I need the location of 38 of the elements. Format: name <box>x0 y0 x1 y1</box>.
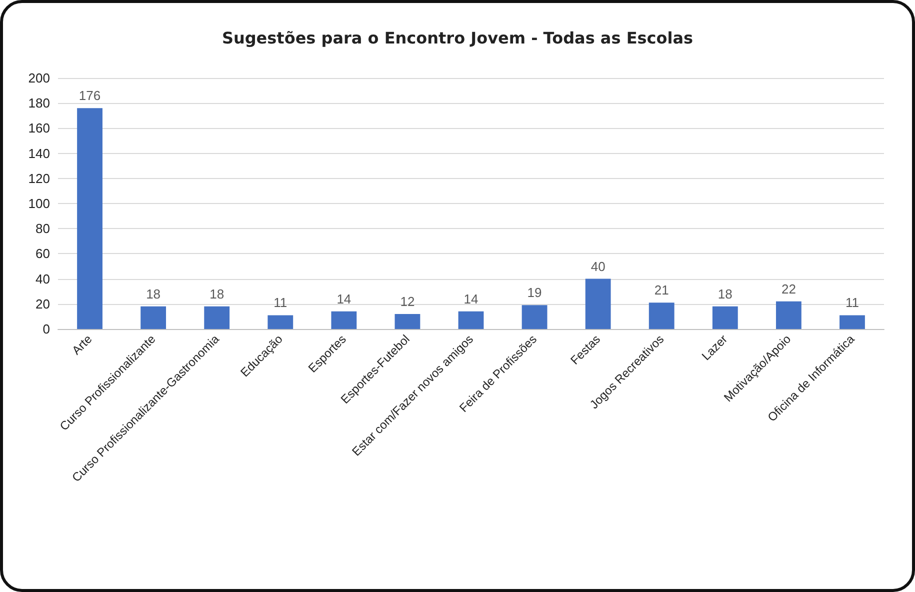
bar <box>585 278 611 329</box>
data-label: 22 <box>781 281 796 296</box>
data-label: 18 <box>210 286 224 302</box>
bar <box>648 302 674 329</box>
y-tick-label: 180 <box>28 96 50 111</box>
y-tick-label: 40 <box>36 271 50 286</box>
y-tick-label: 20 <box>36 296 50 312</box>
chart-title: Sugestões para o Encontro Jovem - Todas as Escolas <box>222 28 694 48</box>
y-tick-label: 200 <box>28 70 50 86</box>
data-label: 176 <box>78 88 101 104</box>
bar <box>840 315 865 329</box>
data-label: 40 <box>590 258 606 274</box>
bar <box>394 314 420 329</box>
bar <box>204 306 230 329</box>
y-tick-label: 120 <box>28 170 50 186</box>
bar <box>712 306 738 329</box>
data-label: 18 <box>718 286 732 302</box>
data-label: 21 <box>654 282 669 298</box>
y-tick-label: 160 <box>28 120 50 136</box>
y-tick-label: 0 <box>42 322 50 336</box>
bar <box>776 301 802 329</box>
data-label: 11 <box>274 295 288 310</box>
bar <box>331 311 357 329</box>
y-tick-label: 60 <box>36 246 50 262</box>
y-tick-label: 80 <box>36 221 50 236</box>
data-label: 14 <box>336 291 352 306</box>
bar <box>140 306 166 329</box>
data-label: 12 <box>400 294 415 309</box>
bar <box>268 315 294 329</box>
y-tick-label: 100 <box>28 196 50 211</box>
data-label: 19 <box>527 285 542 300</box>
y-tick-label: 140 <box>28 146 50 161</box>
data-label: 11 <box>845 295 859 310</box>
data-label: 14 <box>464 291 478 306</box>
data-label: 18 <box>146 286 161 302</box>
bar <box>522 305 548 329</box>
bar <box>77 108 102 329</box>
bar <box>458 311 484 329</box>
